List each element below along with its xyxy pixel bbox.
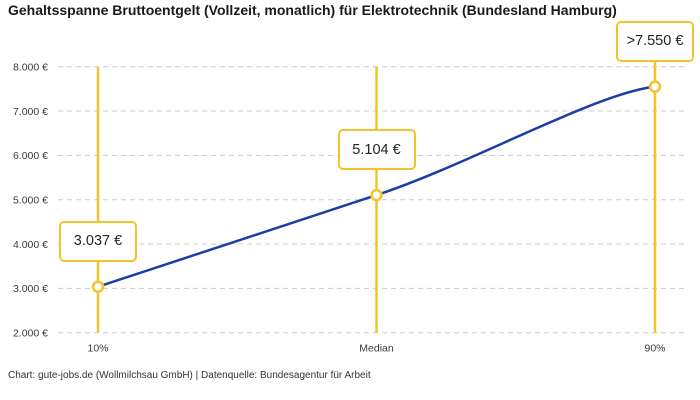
point-value-label: 3.037 €	[59, 220, 137, 262]
y-axis-tick-label: 4.000 €	[13, 239, 48, 251]
y-axis-tick-label: 7.000 €	[13, 106, 48, 118]
chart-title: Gehaltsspanne Bruttoentgelt (Vollzeit, m…	[8, 2, 617, 18]
y-axis-tick-label: 6.000 €	[13, 150, 48, 162]
y-axis-tick-label: 8.000 €	[13, 62, 48, 74]
y-axis-tick-label: 2.000 €	[13, 328, 48, 340]
x-axis-tick-label: 90%	[644, 343, 665, 355]
y-axis-tick-label: 3.000 €	[13, 283, 48, 295]
point-value-label: 5.104 €	[337, 129, 416, 171]
chart-attribution: Chart: gute-jobs.de (Wollmilchsau GmbH) …	[8, 370, 371, 381]
y-axis-tick-label: 5.000 €	[13, 195, 48, 207]
point-value-label: >7.550 €	[616, 20, 694, 62]
data-point-marker	[91, 280, 105, 293]
data-point-marker	[648, 80, 662, 93]
x-axis-tick-label: Median	[359, 343, 394, 355]
data-point-marker	[370, 188, 383, 202]
x-axis-tick-label: 10%	[87, 343, 108, 355]
